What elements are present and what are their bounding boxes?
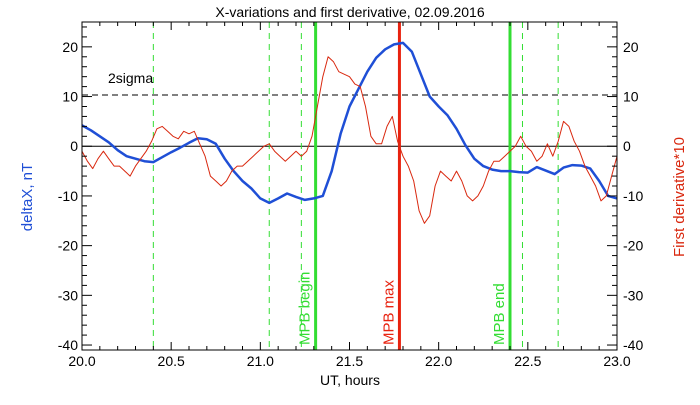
y-tick-label-left: -40: [58, 337, 78, 353]
y-axis-right-label: First derivative*10: [671, 137, 688, 257]
x-tick-label: 22.0: [425, 353, 452, 369]
x-axis-label: UT, hours: [320, 372, 380, 388]
derivative-series-line: [81, 56, 618, 224]
y-tick-label-left: 0: [70, 138, 78, 154]
x-tick-label: 20.5: [158, 353, 185, 369]
y-tick-label-right: 0: [623, 138, 631, 154]
y-tick-label-right: -10: [623, 188, 643, 204]
mpb-marker-label: MPB begin: [297, 272, 314, 345]
y-tick-label-left: 20: [62, 39, 78, 55]
plot-frame: [81, 21, 618, 351]
deltax-series-line: [81, 41, 618, 205]
threshold-label: 2sigma: [108, 70, 153, 86]
y-tick-label-left: -20: [58, 238, 78, 254]
y-tick-label-left: -10: [58, 188, 78, 204]
x-tick-label: 21.5: [336, 353, 363, 369]
y-tick-label-right: 10: [623, 89, 639, 105]
mpb-marker-label: MPB end: [491, 283, 508, 345]
y-tick-label-right: -30: [623, 287, 643, 303]
x-tick-label: 20.0: [68, 353, 95, 369]
y-tick-label-left: 10: [62, 89, 78, 105]
y-tick-label-right: 20: [623, 39, 639, 55]
x-tick-label: 22.5: [514, 353, 541, 369]
y-tick-label-right: -40: [623, 337, 643, 353]
x-tick-label: 23.0: [603, 353, 630, 369]
x-tick-label: 21.0: [247, 353, 274, 369]
y-tick-label-right: -20: [623, 238, 643, 254]
chart-title: X-variations and first derivative, 02.09…: [215, 4, 484, 20]
y-axis-left-label: deltaX, nT: [19, 163, 36, 231]
mpb-marker-label: MPB max: [380, 279, 397, 345]
y-tick-label-left: -30: [58, 287, 78, 303]
